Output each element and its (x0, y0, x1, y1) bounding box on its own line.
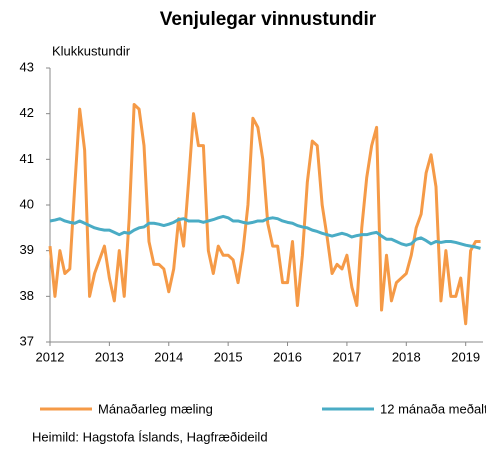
line-series (49, 214, 481, 250)
chart-title: Venjulegar vinnustundir (160, 9, 377, 30)
y-tick-label: 43 (20, 59, 34, 74)
x-tick-label: 2017 (332, 349, 361, 364)
y-tick-label: 38 (20, 288, 34, 303)
y-axis-label: Klukkustundir (52, 43, 131, 58)
x-tick-label: 2019 (451, 349, 480, 364)
y-tick-label: 41 (20, 151, 34, 166)
legend-label: Mánaðarleg mæling (98, 401, 213, 416)
x-tick-label: 2014 (154, 349, 183, 364)
source: Heimild: Hagstofa Íslands, Hagfræðideild (32, 429, 268, 444)
x-tick-label: 2013 (95, 349, 124, 364)
y-tick-label: 37 (20, 333, 34, 348)
x-tick-label: 2016 (273, 349, 302, 364)
x-tick-label: 2018 (392, 349, 421, 364)
line-series (48, 103, 481, 326)
x-tick-label: 2012 (36, 349, 65, 364)
legend-label: 12 mánaða meðaltal (380, 401, 486, 416)
y-tick-label: 40 (20, 196, 34, 211)
y-tick-label: 42 (20, 105, 34, 120)
y-tick-label: 39 (20, 242, 34, 257)
x-tick-label: 2015 (214, 349, 243, 364)
